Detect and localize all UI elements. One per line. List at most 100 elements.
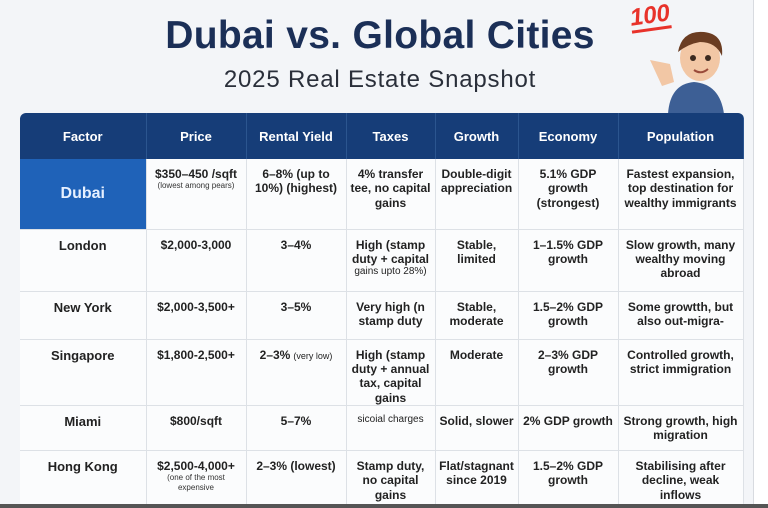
table-row: Miami $800/sqft 5–7% sicoial charges Solid, … [20,405,744,452]
economy-value: 1.5–2% GDP growth [532,299,604,328]
economy-value: 5.1% GDP growth (strongest) [536,167,600,210]
cell-city: London [20,229,147,292]
cell-growth: Double-digit appreciation [435,159,519,230]
table-row: Dubai $350–450 /sqft (lowest among pears) 6… [20,159,744,230]
taxes-note: gains upto 28%) [354,266,427,278]
cell-taxes: High (stamp duty + annual tax, capital g… [346,339,436,407]
taxes-value: Very high (n stamp duty [356,299,425,328]
cell-taxes: Very high (n stamp duty [346,291,436,340]
economy-value: 1.5–2% GDP growth [532,459,604,488]
cell-yield: 2–3% (lowest) [246,450,347,508]
cell-economy: 1.5–2% GDP growth [518,450,619,508]
price-value: $800/sqft [169,414,223,429]
cartoon-avatar-icon [650,31,724,114]
taxes-note: sicoial charges [357,414,424,426]
column-header-growth: Growth [435,113,519,159]
cell-economy: 2–3% GDP growth [518,339,619,407]
price-note: (lowest among pears) [157,181,235,191]
cell-price: $800/sqft [146,405,247,452]
page-edge [753,0,768,508]
column-header-taxes: Taxes [346,113,436,159]
table-row: New York $2,000-3,500+ 3–5% Very high (n st… [20,291,744,340]
growth-value: Solid, slower [439,414,514,429]
taxes-value: High (stamp duty + capital [351,237,430,266]
cell-growth: Solid, slower [435,405,519,452]
price-value: $2,500-4,000+ [157,459,235,474]
economy-value: 1–1.5% GDP growth [532,237,604,266]
city-value: New York [53,299,112,315]
city-value: Hong Kong [47,459,118,475]
cell-yield: 2–3% (very low) [246,339,347,407]
cell-population: Strong growth, high migration [618,405,744,452]
price-value: $350–450 /sqft [154,167,238,181]
column-header-population: Population [618,113,744,159]
column-header-economy: Economy [518,113,619,159]
yield-value: 6–8% (up to 10%) (highest) [254,167,337,196]
cell-taxes: Stamp duty, no capital gains [346,450,436,508]
city-value: Dubai [60,185,105,203]
page-subtitle: 2025 Real Estate Snapshot [223,66,537,93]
taxes-value: High (stamp duty + annual tax, capital g… [351,347,430,405]
yield-value: 5–7% [280,414,312,429]
cell-city: Miami [20,405,147,452]
population-value: Some growtth, but also out-migra- [627,299,734,328]
cell-taxes: High (stamp duty + capital gains upto 28%… [346,229,436,292]
cell-economy: 2% GDP growth [518,405,619,452]
growth-value: Stable, limited [456,237,497,266]
cell-price: $1,800-2,500+ [146,339,247,407]
cell-price: $350–450 /sqft (lowest among pears) [146,159,247,230]
population-value: Stabilising after decline, weak inflows [635,459,726,502]
cell-growth: Stable, limited [435,229,519,292]
table-header-row: Factor Price Rental Yield Taxes Growth Econom… [20,113,744,159]
price-value: $2,000-3,500+ [157,299,235,314]
cell-growth: Moderate [435,339,519,407]
taxes-value: 4% transfer tee, no capital gains [350,167,431,210]
cell-taxes: 4% transfer tee, no capital gains [346,159,436,230]
cell-growth: Flat/stagnant since 2019 [435,450,519,508]
population-value: Strong growth, high migration [623,414,738,443]
table-row: Singapore $1,800-2,500+ 2–3% (very low) High… [20,339,744,407]
cell-population: Some growtth, but also out-migra- [618,291,744,340]
cell-yield: 6–8% (up to 10%) (highest) [246,159,347,230]
table-row: Hong Kong $2,500-4,000+ (one of the most e… [20,450,744,508]
cell-population: Fastest expansion, top destination for w… [618,159,744,230]
cell-price: $2,000-3,000 [146,229,247,292]
growth-value: Moderate [449,347,504,362]
cell-price: $2,500-4,000+ (one of the most expensive [146,450,247,508]
taxes-value: Stamp duty, no capital gains [356,459,425,502]
cell-taxes: sicoial charges [346,405,436,452]
cell-yield: 3–5% [246,291,347,340]
cell-price: $2,000-3,500+ [146,291,247,340]
population-value: Slow growth, many wealthy moving abroad [625,237,736,281]
cell-yield: 5–7% [246,405,347,452]
city-value: Singapore [50,347,115,363]
page-title: Dubai vs. Global Cities [165,14,595,57]
growth-value: Stable, moderate [449,299,504,328]
yield-value: 2–3% (lowest) [256,459,336,474]
growth-value: Flat/stagnant since 2019 [439,459,514,488]
cell-economy: 1.5–2% GDP growth [518,291,619,340]
yield-value: 3–5% [280,299,312,314]
cell-city: Singapore [20,339,147,407]
price-value: $2,000-3,000 [160,237,232,252]
cell-economy: 1–1.5% GDP growth [518,229,619,292]
economy-value: 2% GDP growth [523,414,613,429]
yield-value: 3–4% [280,237,312,252]
economy-value: 2–3% GDP growth [537,347,599,376]
column-header-price: Price [146,113,247,159]
growth-value: Double-digit appreciation [440,167,513,196]
yield-note: (very low) [293,350,333,361]
cell-growth: Stable, moderate [435,291,519,340]
cell-population: Stabilising after decline, weak inflows [618,450,744,508]
column-header-rental-yield: Rental Yield [246,113,347,159]
cell-economy: 5.1% GDP growth (strongest) [518,159,619,230]
cell-city: Dubai [20,159,147,230]
population-value: Fastest expansion, top destination for w… [624,167,737,210]
bottom-edge [0,504,768,508]
cell-city: Hong Kong [20,450,147,508]
table-row: London $2,000-3,000 3–4% High (stamp duty +… [20,229,744,292]
cell-city: New York [20,291,147,340]
cell-population: Slow growth, many wealthy moving abroad [618,229,744,292]
cell-population: Controlled growth, strict immigration [618,339,744,407]
column-header-factor: Factor [20,113,147,159]
